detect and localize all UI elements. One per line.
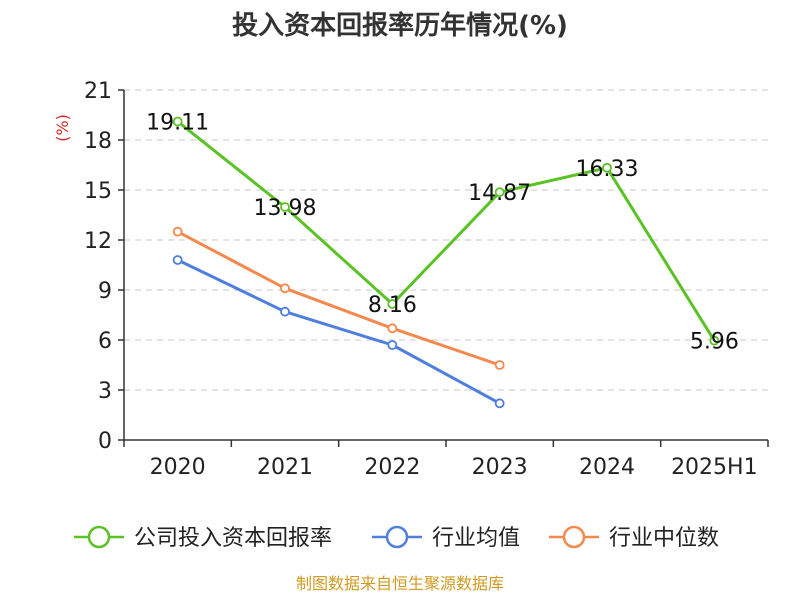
y-tick-label: 3 — [98, 379, 112, 404]
y-tick-label: 9 — [98, 279, 112, 304]
data-point — [602, 162, 612, 173]
legend-item: 行业中位数 — [549, 525, 719, 551]
legend-swatch-marker — [87, 525, 111, 549]
legend: 公司投入资本回报率 行业均值 行业中位数 — [74, 525, 719, 551]
y-tick-label: 12 — [84, 229, 112, 254]
x-tick-label: 2020 — [150, 455, 206, 480]
data-point — [709, 335, 720, 346]
series-line — [176, 258, 502, 405]
legend-label: 行业均值 — [432, 526, 520, 551]
legend-swatch-marker — [562, 525, 586, 549]
legend-item: 公司投入资本回报率 — [74, 525, 332, 551]
data-label: 16.33 — [576, 157, 639, 182]
legend-swatch-marker — [385, 525, 409, 549]
data-point — [280, 283, 290, 294]
y-tick-label: 15 — [84, 179, 112, 204]
data-point — [494, 398, 505, 409]
x-tick-label: 2024 — [579, 455, 635, 480]
data-point — [387, 323, 398, 334]
series — [172, 116, 720, 409]
x-tick-label: 2025H1 — [671, 455, 758, 480]
data-label: 8.16 — [368, 293, 417, 318]
chart-title: 投入资本回报率历年情况(%) — [232, 10, 568, 41]
data-point — [172, 255, 183, 265]
x-tick-label: 2021 — [257, 455, 313, 480]
data-point — [494, 360, 505, 370]
axes: 0 3 6 9 12 15 18 21 2020 2021 2022 2023 2024 2025H1 — [84, 79, 769, 480]
y-axis-label: (%) — [53, 114, 72, 142]
legend-item: 行业均值 — [372, 525, 520, 551]
series-group — [172, 226, 505, 370]
x-tick-label: 2023 — [472, 455, 528, 480]
data-labels: 19.11 13.98 8.16 14.87 16.33 5.96 — [146, 111, 739, 355]
series-line — [176, 230, 502, 367]
data-point — [280, 306, 290, 317]
y-tick-label: 18 — [84, 129, 112, 154]
data-point — [387, 299, 398, 309]
data-point — [280, 202, 290, 212]
legend-label: 行业中位数 — [609, 526, 719, 551]
data-label: 13.98 — [254, 196, 317, 221]
data-point — [494, 187, 505, 198]
source-note: 制图数据来自恒生聚源数据库 — [296, 574, 504, 593]
y-tick-label: 6 — [98, 329, 112, 354]
series-line — [176, 120, 716, 343]
series-group — [172, 255, 505, 409]
y-tick-label: 0 — [98, 429, 112, 454]
data-point — [172, 116, 183, 127]
legend-label: 公司投入资本回报率 — [134, 526, 332, 551]
x-tick-label: 2022 — [364, 455, 420, 480]
data-label: 5.96 — [690, 330, 739, 355]
y-tick-label: 21 — [84, 79, 112, 104]
data-point — [387, 340, 398, 350]
data-label: 19.11 — [146, 111, 209, 136]
grid — [124, 89, 768, 391]
series-group — [172, 116, 720, 346]
data-label: 14.87 — [468, 181, 531, 206]
data-point — [172, 226, 183, 237]
